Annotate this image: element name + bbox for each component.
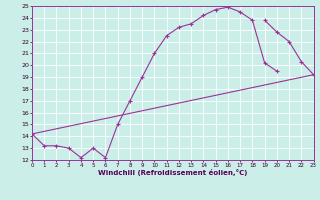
X-axis label: Windchill (Refroidissement éolien,°C): Windchill (Refroidissement éolien,°C) — [98, 169, 247, 176]
